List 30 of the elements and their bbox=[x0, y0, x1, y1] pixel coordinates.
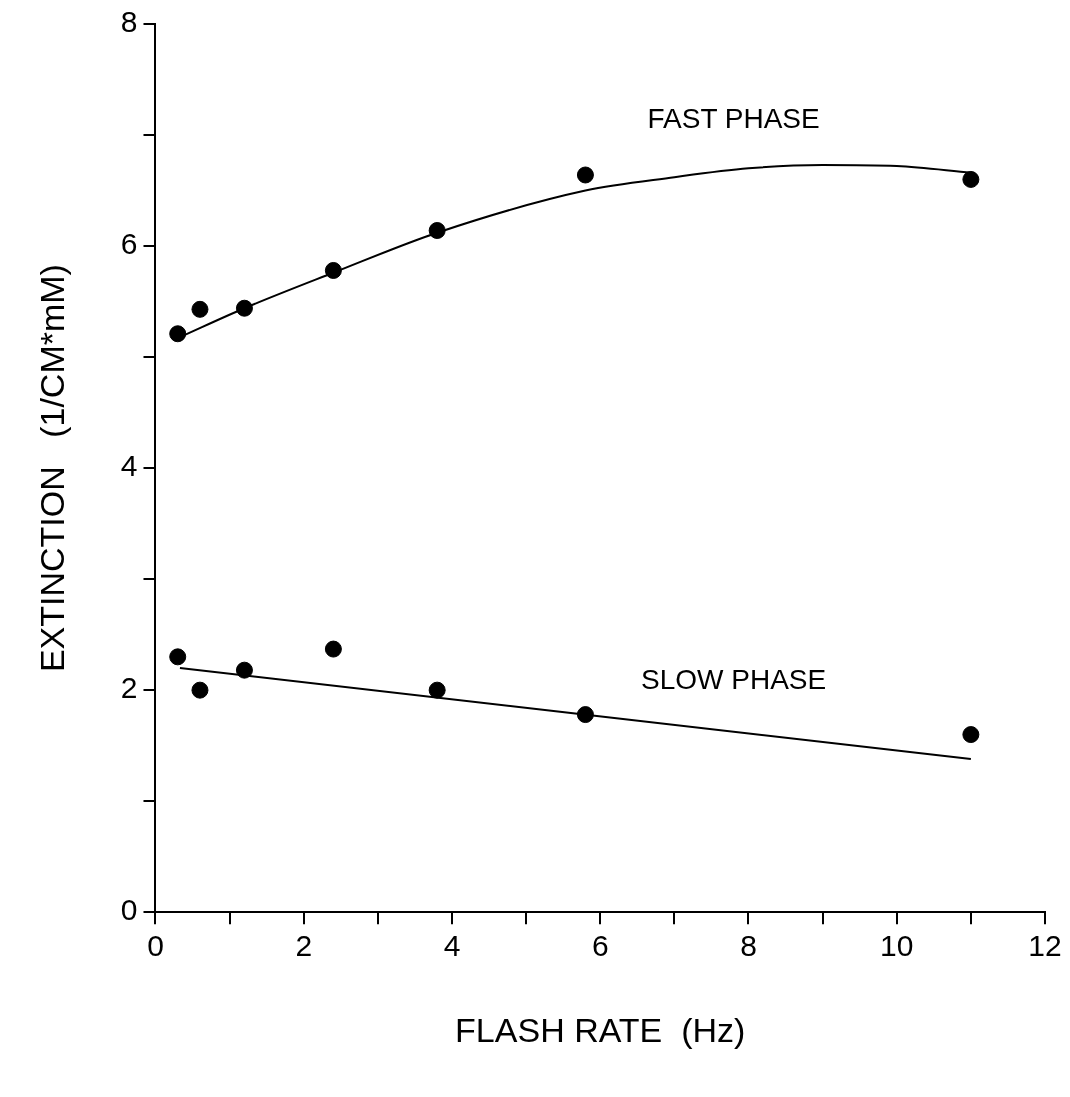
x-tick-label: 12 bbox=[1028, 929, 1062, 963]
point bbox=[428, 681, 446, 699]
y-tick-label: 0 bbox=[120, 893, 138, 927]
x-axis-title: FLASH RATE (Hz) bbox=[455, 1010, 746, 1049]
point bbox=[428, 222, 446, 240]
point bbox=[235, 299, 253, 317]
series-label: SLOW PHASE bbox=[641, 664, 827, 696]
point bbox=[962, 170, 980, 188]
x-tick-label: 8 bbox=[740, 929, 757, 963]
point bbox=[191, 300, 209, 318]
y-tick-label: 2 bbox=[120, 671, 138, 705]
point bbox=[191, 681, 209, 699]
point bbox=[962, 726, 980, 744]
x-tick-label: 4 bbox=[443, 929, 461, 963]
x-tick-label: 0 bbox=[147, 929, 164, 963]
point bbox=[169, 648, 187, 666]
point bbox=[576, 706, 594, 724]
y-tick-label: 6 bbox=[120, 227, 138, 261]
x-tick-label: 2 bbox=[295, 929, 313, 963]
y-tick-label: 8 bbox=[120, 5, 138, 39]
x-tick-label: 6 bbox=[591, 929, 609, 963]
point bbox=[324, 261, 342, 279]
y-tick-label: 4 bbox=[120, 449, 138, 483]
x-tick-label: 10 bbox=[880, 929, 914, 963]
y-axis-title: EXTINCTION (1/CM*mM) bbox=[32, 264, 71, 673]
point bbox=[576, 166, 594, 184]
point bbox=[324, 640, 342, 658]
point bbox=[169, 325, 187, 343]
point bbox=[235, 661, 253, 679]
series-label: FAST PHASE bbox=[647, 102, 820, 134]
